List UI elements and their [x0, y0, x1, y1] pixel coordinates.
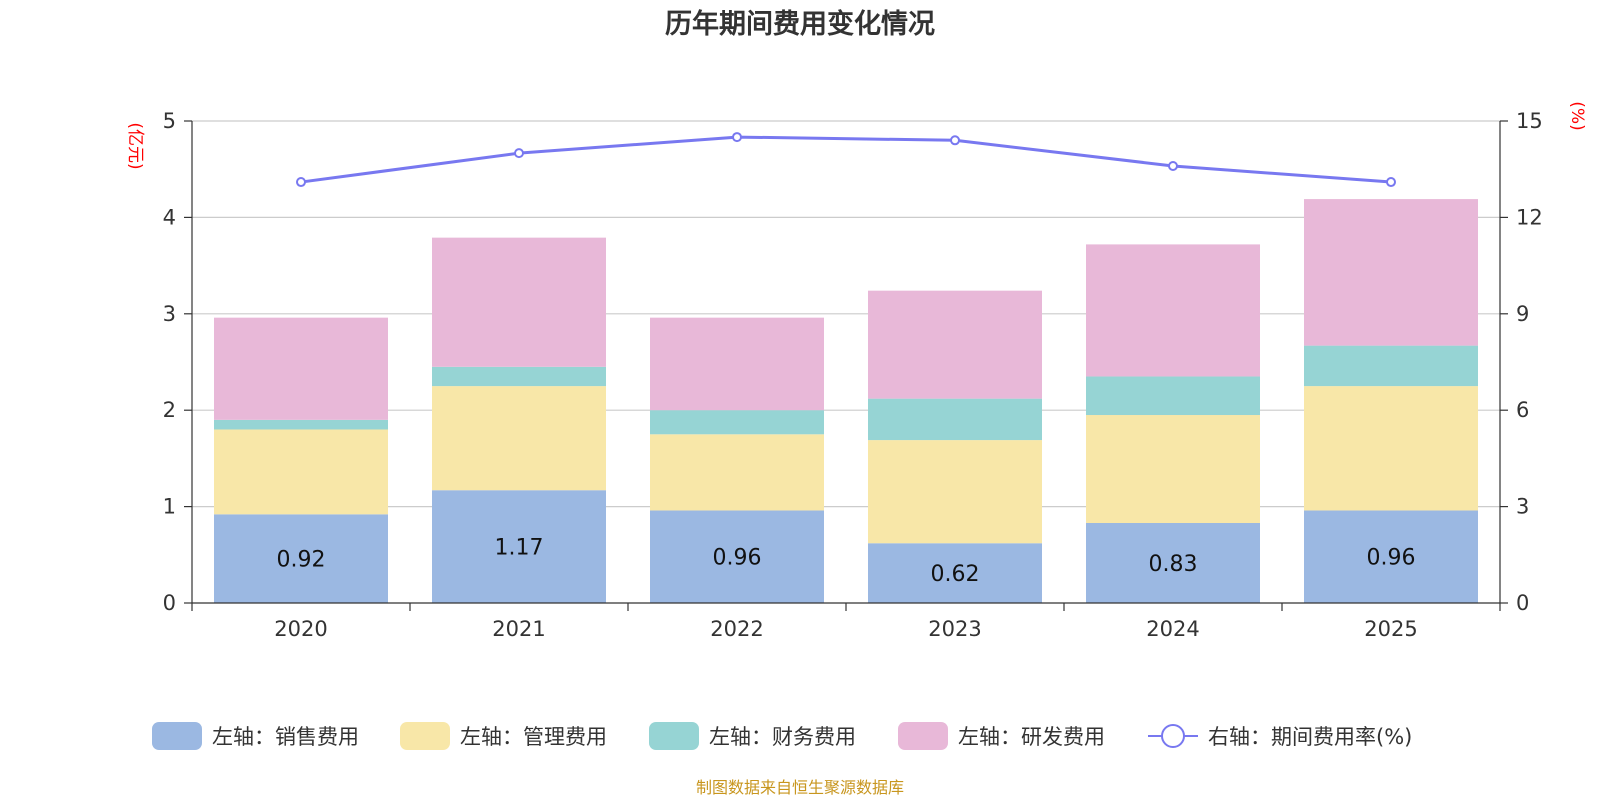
- bar-segment: [432, 490, 606, 603]
- bar-segment: [432, 386, 606, 491]
- bar-segment: [650, 317, 824, 411]
- chart-title: 历年期间费用变化情况: [665, 8, 935, 40]
- right-axis-tick-label: 12: [1516, 205, 1543, 229]
- rate-line-series: [296, 132, 1396, 188]
- bar-series: [214, 199, 1478, 603]
- bar-segment: [1086, 376, 1260, 416]
- legend-swatch-icon: [898, 722, 948, 750]
- left-axis-tick-label: 1: [163, 495, 176, 519]
- left-axis-tick-label: 4: [163, 205, 176, 229]
- bar-segment: [214, 317, 388, 420]
- legend-item[interactable]: 左轴：财务费用: [649, 722, 856, 750]
- bar-segment: [650, 434, 824, 511]
- rate-line-point: [296, 177, 306, 188]
- legend-item[interactable]: 左轴：管理费用: [400, 722, 607, 750]
- source-note: 制图数据来自恒生聚源数据库: [696, 778, 904, 797]
- gridlines: [192, 120, 1500, 508]
- bar-segment: [868, 290, 1042, 399]
- x-axis-tick-label: 2024: [1146, 617, 1199, 641]
- bar-data-label: 0.83: [1149, 552, 1198, 577]
- legend-label: 左轴：财务费用: [709, 725, 856, 749]
- bar-data-label: 0.96: [713, 546, 762, 571]
- legend-swatch-icon: [152, 722, 202, 750]
- rate-line-point: [1168, 160, 1178, 171]
- bar-segment: [214, 419, 388, 430]
- right-axis-tick-label: 15: [1516, 109, 1543, 133]
- legend-item[interactable]: 右轴：期间费用率(%): [1148, 724, 1412, 749]
- bar-segment: [1304, 199, 1478, 346]
- bar-segment: [1304, 510, 1478, 603]
- bar-data-labels: 0.92 1.17 0.96 0.62 0.83 0.96: [277, 536, 1416, 588]
- right-axis-tick-label: 9: [1516, 302, 1529, 326]
- bar-segment: [868, 440, 1042, 544]
- bar-data-label: 1.17: [495, 536, 544, 561]
- rate-line-point: [732, 132, 742, 143]
- legend: 左轴：销售费用 左轴：管理费用 左轴：财务费用 左轴：研发费用 右轴：期间费用率(%): [152, 722, 1412, 750]
- bar-data-label: 0.96: [1367, 546, 1416, 571]
- legend-label: 左轴：管理费用: [460, 725, 607, 749]
- bar-segment: [1086, 522, 1260, 603]
- rate-line-point: [950, 135, 960, 146]
- left-axis-tick-label: 2: [163, 398, 176, 422]
- bar-segment: [1304, 345, 1478, 387]
- legend-label: 右轴：期间费用率(%): [1208, 725, 1412, 749]
- x-axis-tick-label: 2023: [928, 617, 981, 641]
- x-axis-tick-label: 2020: [274, 617, 327, 641]
- rate-line-point: [514, 148, 524, 159]
- bar-segment: [1086, 415, 1260, 523]
- bar-segment: [432, 237, 606, 367]
- right-axis-tick-label: 6: [1516, 398, 1529, 422]
- x-axis-tick-label: 2022: [710, 617, 763, 641]
- x-axis-tick-label: 2021: [492, 617, 545, 641]
- bar-segment: [1304, 386, 1478, 511]
- bar-segment: [650, 510, 824, 603]
- right-axis-unit: (%): [1567, 101, 1587, 130]
- legend-label: 左轴：销售费用: [212, 725, 359, 749]
- legend-item[interactable]: 左轴：销售费用: [152, 722, 359, 750]
- bar-data-label: 0.92: [277, 548, 326, 573]
- legend-circle-icon: [1161, 724, 1185, 748]
- bar-segment: [650, 410, 824, 435]
- right-axis-tick-label: 0: [1516, 591, 1529, 615]
- bar-segment: [214, 429, 388, 515]
- left-axis-tick-label: 3: [163, 302, 176, 326]
- bar-data-label: 0.62: [931, 562, 980, 587]
- legend-label: 左轴：研发费用: [958, 725, 1105, 749]
- bar-segment: [214, 514, 388, 603]
- legend-item[interactable]: 左轴：研发费用: [898, 722, 1105, 750]
- left-axis-tick-label: 5: [163, 109, 176, 133]
- x-axis-tick-label: 2025: [1364, 617, 1417, 641]
- rate-line: [300, 135, 1392, 184]
- left-axis-tick-label: 0: [163, 591, 176, 615]
- bar-segment: [432, 366, 606, 387]
- legend-swatch-icon: [649, 722, 699, 750]
- bar-segment: [868, 398, 1042, 441]
- rate-line-point: [1386, 177, 1396, 188]
- legend-swatch-icon: [400, 722, 450, 750]
- bar-segment: [1086, 244, 1260, 377]
- bar-segment: [868, 543, 1042, 603]
- right-axis-tick-label: 3: [1516, 495, 1529, 519]
- left-axis-unit: (亿元): [125, 122, 145, 169]
